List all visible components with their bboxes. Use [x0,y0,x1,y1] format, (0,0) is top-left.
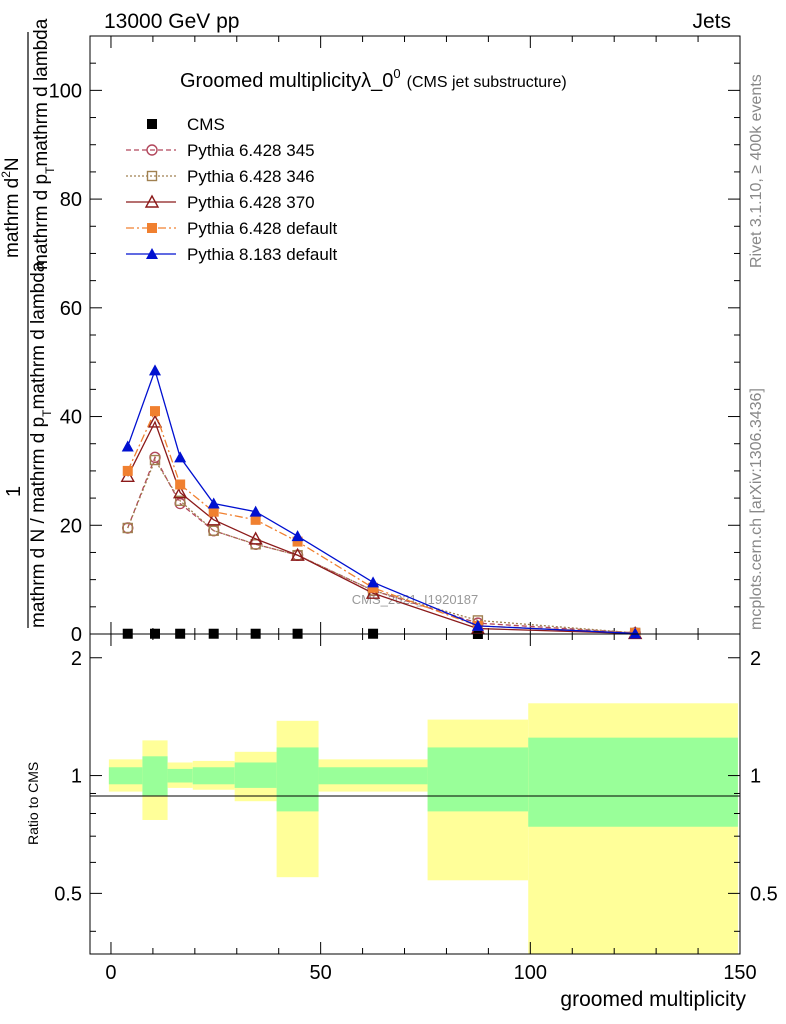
rivet-label: Rivet 3.1.10, ≥ 400k events [748,74,765,268]
legend-label: Pythia 6.428 370 [187,193,315,212]
plot-title-sup: 0 [393,66,400,81]
ylabel-denominator: mathrm d pTmathrm d lambda [31,18,57,270]
ylabel-bottom: mathrm d N / mathrm d pTmathrm d lambda [28,261,54,628]
ratio-axis-ticks [90,634,741,954]
legend-label: Pythia 8.183 default [187,245,338,264]
ylabel-numerator: mathrm d2N [0,157,23,258]
data-point [249,505,262,517]
main-ytick-label: 80 [60,189,82,211]
header-right: Jets [692,10,731,33]
plot-title-extra: (CMS jet substructure) [407,74,567,91]
ratio-ylabel: Ratio to CMS [25,762,41,845]
data-point [122,465,133,476]
ratio-band-inner [167,768,193,783]
ratio-tick-labels: 0.5 0.5 1 1 2 2 0 50 100 150 [54,648,778,984]
ratio-ytick-label-left: 2 [71,648,82,670]
data-point [292,536,303,547]
header-left: 13000 GeV pp [104,10,239,33]
data-point [208,525,219,536]
mcplots-label: mcplots.cern.ch [arXiv:1306.3436] [748,388,765,630]
main-ytick-label: 100 [49,80,82,102]
data-point [368,582,379,593]
data-point [149,364,161,376]
legend-item: Pythia 6.428 345 [126,141,315,160]
data-point [367,576,380,588]
data-point [172,485,188,499]
ylabel-one: 1 [3,486,25,497]
data-point [149,454,161,466]
data-point [174,451,187,463]
ratio-plot-frame [89,633,741,955]
legend-item: Pythia 6.428 default [126,219,338,238]
main-ytick-label: 60 [60,298,82,320]
xtick-label: 0 [105,962,116,984]
data-point [250,514,261,525]
main-ytick-label: 40 [60,407,82,429]
ratio-bands [108,703,738,954]
data-point [121,440,134,452]
series-line [127,420,636,635]
main-ytick-labels: 0 20 40 60 80 100 [49,80,82,646]
legend-label: Pythia 6.428 345 [187,141,315,160]
data-point [174,495,186,507]
plot-title: Groomed multiplicityλ_00 (CMS jet substru… [180,66,567,92]
main-ytick-label: 20 [60,515,82,537]
ratio-ytick-label-left: 0.5 [54,883,82,905]
plot-title-symbol: λ_0 [361,70,393,92]
legend-label: Pythia 6.428 346 [187,167,315,186]
ratio-ytick-label-left: 1 [71,766,82,788]
legend-item: Pythia 6.428 370 [126,193,315,212]
data-point [208,506,219,517]
data-point [291,530,304,542]
plot-title-text: Groomed multiplicity [180,70,361,92]
data-point [629,627,642,639]
main-ylabel: 1 mathrm d2N mathrm d pTmathrm d lambda … [0,18,57,628]
data-point [122,522,133,534]
ratio-band-inner [108,767,143,785]
xtick-label: 50 [310,962,332,984]
xtick-label: 150 [723,962,756,984]
ratio-band-inner [427,747,529,812]
data-point [150,406,160,417]
xtick-label: 100 [514,962,547,984]
series-line [127,458,636,634]
ratio-band-inner [528,737,738,827]
ratio-band-inner [192,767,235,785]
legend-label: Pythia 6.428 default [187,219,338,238]
legend-marker [147,223,157,233]
ratio-ytick-label-right: 2 [750,648,761,670]
legend-label: CMS [187,115,225,134]
legend-marker [146,170,158,182]
legend-item: Pythia 6.428 346 [126,167,315,186]
data-point [206,512,221,526]
ratio-band-inner [318,767,428,785]
data-point [471,619,484,631]
ratio-ytick-label-right: 0.5 [750,883,778,905]
legend-item: CMS [147,115,225,134]
legend-marker [146,144,158,156]
main-ytick-label: 0 [71,624,82,646]
ratio-band-inner [142,756,168,796]
ratio-band-inner [234,762,277,788]
data-point [248,531,263,545]
data-point [175,479,186,490]
legend-marker [144,194,160,208]
ratio-band-inner [276,747,319,812]
data-point [207,497,220,509]
xaxis-label: groomed multiplicity [560,988,746,1011]
main-axis-ticks [90,35,741,635]
ratio-ytick-label-right: 1 [750,766,761,788]
legend-marker [146,248,158,259]
series-pythia-8-183-default [121,364,642,639]
legend-marker [147,119,157,129]
legend: CMS Pythia 6.428 345 Pythia 6.428 346 Pythi… [126,115,338,264]
series-pythia-6-428-346 [122,454,641,639]
series-pythia-6-428-345 [122,451,641,639]
legend-item: Pythia 8.183 default [126,245,338,264]
data-point [290,547,305,561]
